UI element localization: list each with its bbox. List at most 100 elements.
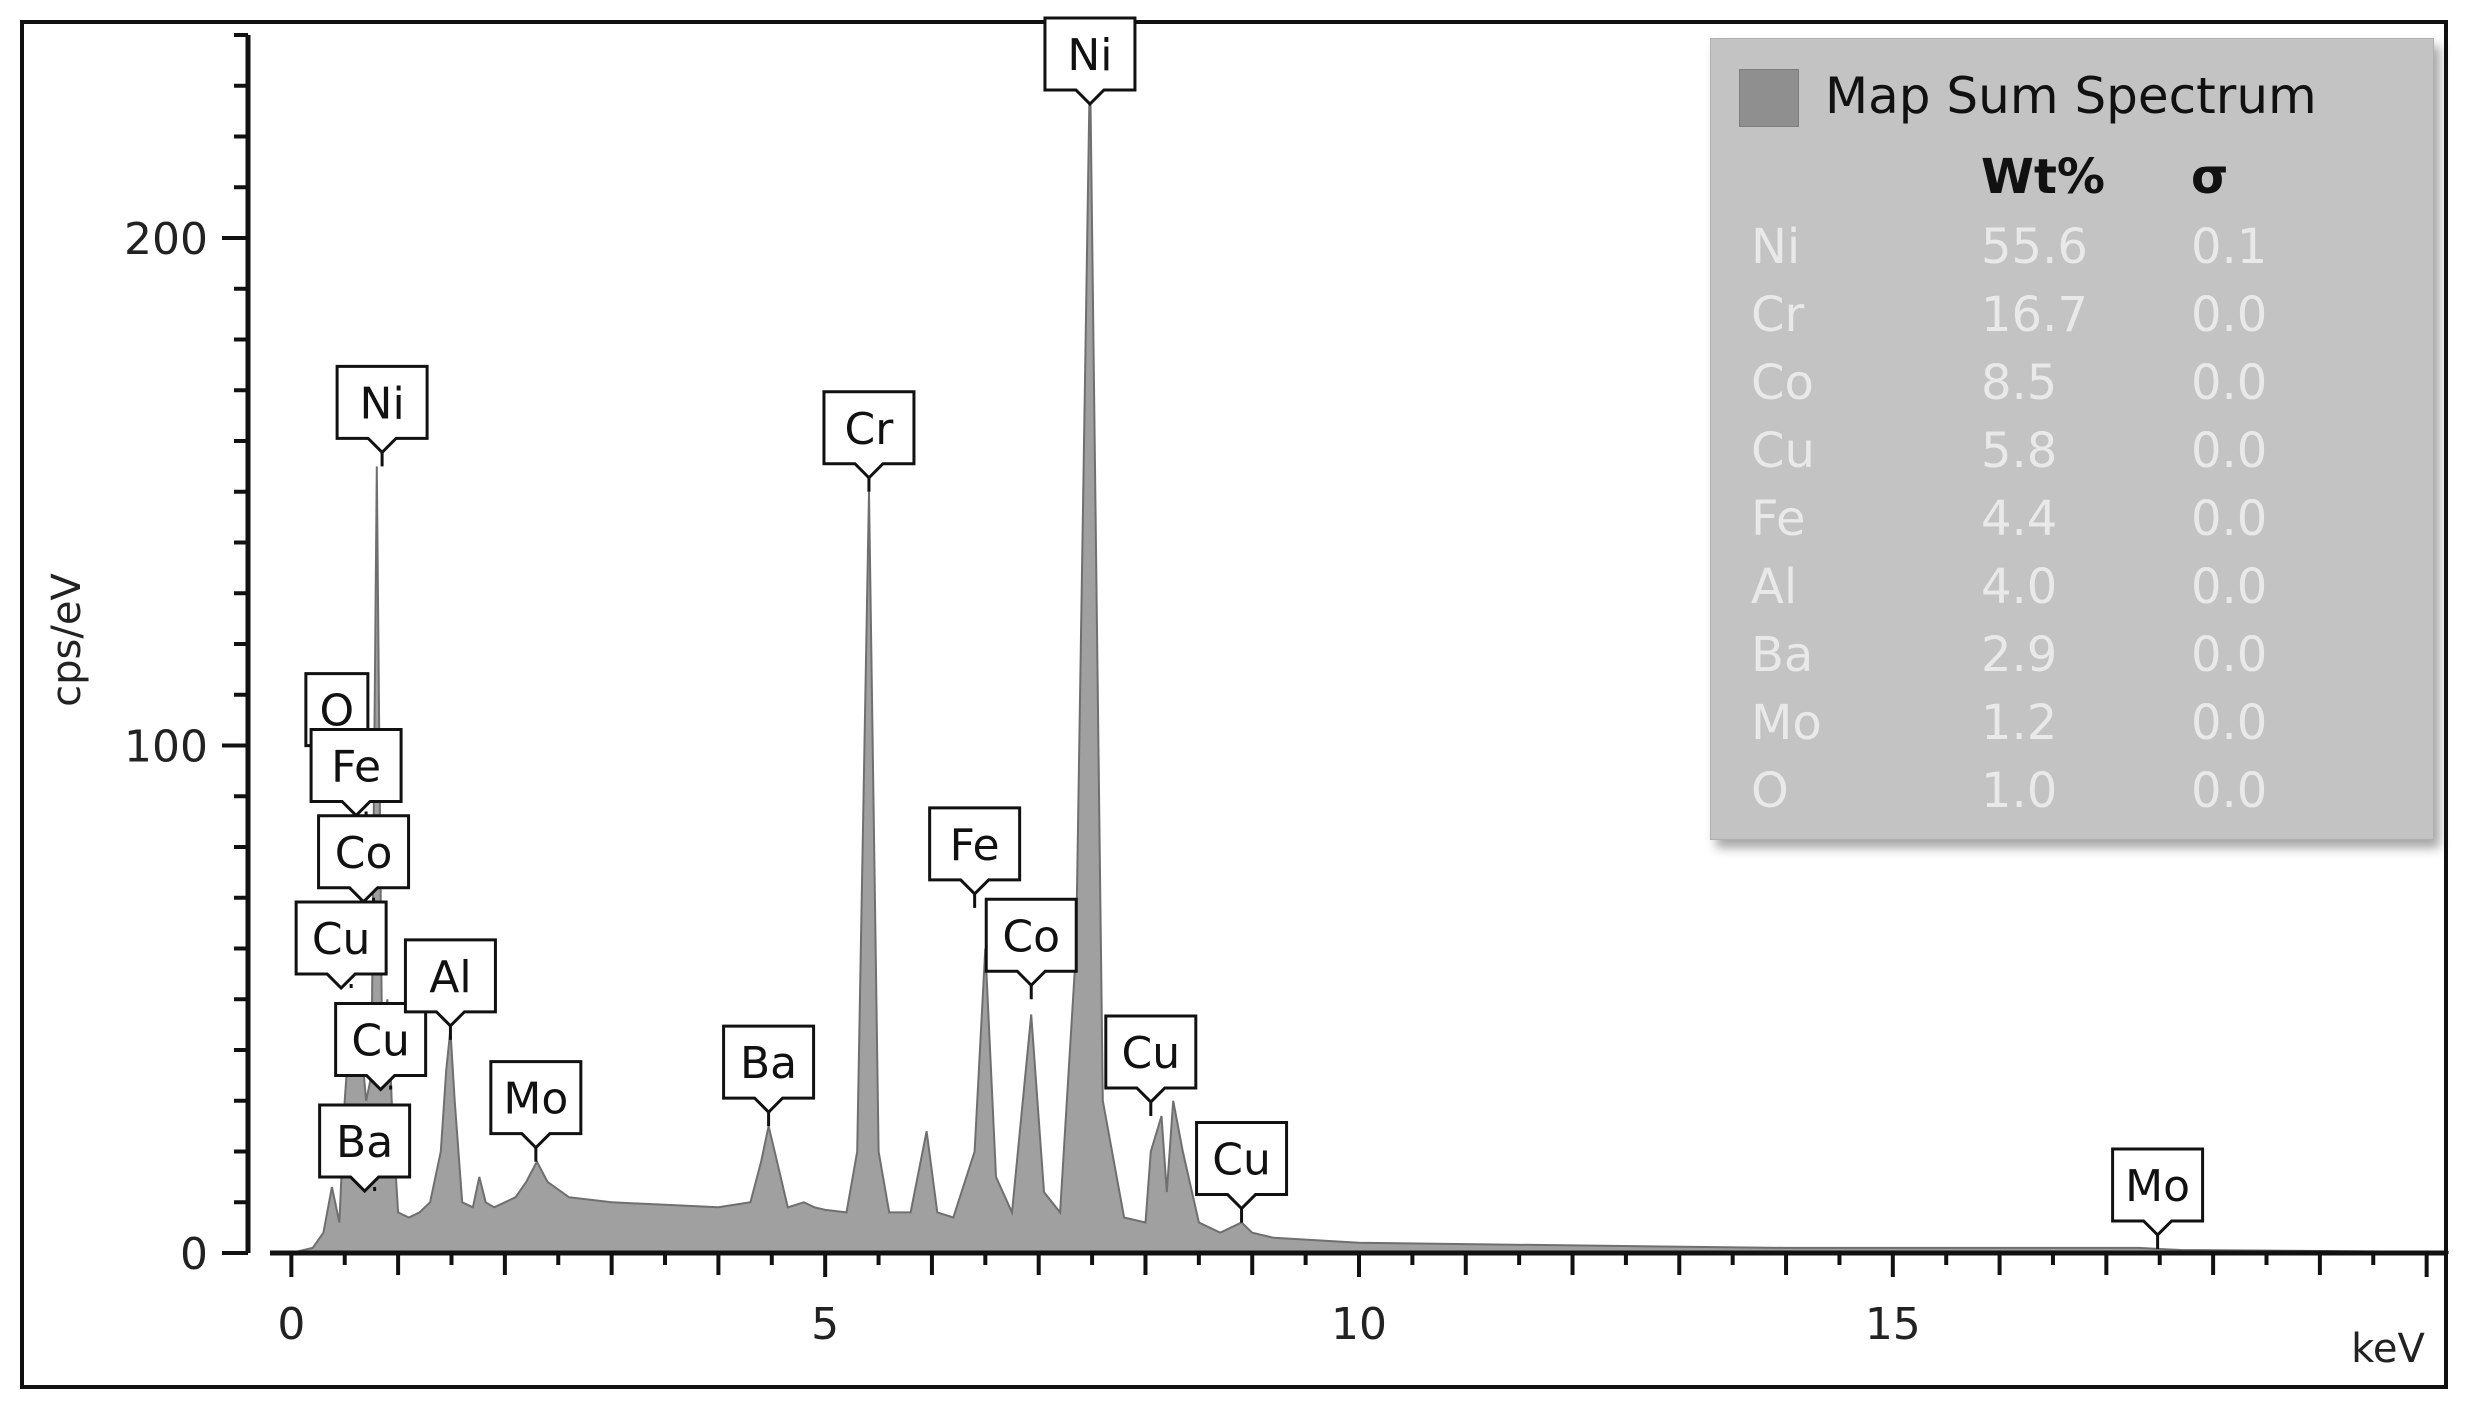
- legend-swatch: [1739, 69, 1799, 127]
- legend-sigma-value: 0.1: [2191, 219, 2268, 275]
- legend-element: Co: [1751, 355, 1814, 411]
- x-tick-label: 15: [1865, 1299, 1921, 1350]
- peak-label-box: [334, 1002, 428, 1092]
- spectrum-area: [291, 60, 2449, 1254]
- legend-element: Cu: [1751, 423, 1815, 479]
- legend-header-sigma: σ: [2191, 149, 2229, 205]
- peak-label: Cu: [1104, 1014, 1198, 1116]
- legend-row: Ni 55.6 0.1: [1711, 219, 2433, 287]
- legend-sigma-value: 0.0: [2191, 695, 2268, 751]
- legend-element: Ni: [1751, 219, 1801, 275]
- legend-wt-value: 16.7: [1981, 287, 2088, 343]
- plot-frame: [20, 20, 2448, 1389]
- legend-wt-value: 1.0: [1981, 763, 2058, 819]
- peak-label-box: [294, 900, 388, 991]
- peak-label: Cr: [822, 390, 916, 492]
- legend-sigma-value: 0.0: [2191, 423, 2268, 479]
- legend-table: Ni 55.6 0.1 Cr 16.7 0.0 Co 8.5 0.0 Cu 5.8 0.0 Fe 4.4 0…: [1711, 219, 2433, 831]
- peak-label-text: Co: [335, 828, 393, 879]
- peak-label-text: Ba: [336, 1117, 393, 1168]
- legend-row: Al 4.0 0.0: [1711, 559, 2433, 627]
- legend-row: O 1.0 0.0: [1711, 763, 2433, 831]
- peak-label: Cu: [1195, 1121, 1289, 1223]
- legend-sigma-value: 0.0: [2191, 763, 2268, 819]
- legend-sigma-value: 0.0: [2191, 627, 2268, 683]
- legend-element: Mo: [1751, 695, 1822, 751]
- peak-label-text: Ni: [360, 378, 405, 429]
- legend-row: Mo 1.2 0.0: [1711, 695, 2433, 763]
- legend-element: Cr: [1751, 287, 1805, 343]
- peak-label: Ni: [1043, 16, 1137, 107]
- legend-element: Fe: [1751, 491, 1806, 547]
- peak-label: Ba: [318, 1103, 412, 1194]
- legend-sigma-value: 0.0: [2191, 287, 2268, 343]
- peak-label-box: [984, 897, 1078, 988]
- legend-wt-value: 5.8: [1981, 423, 2058, 479]
- peak-label: Ni: [335, 364, 429, 467]
- legend-wt-value: 1.2: [1981, 695, 2058, 751]
- x-tick-label: 10: [1331, 1299, 1387, 1350]
- peak-label-text: Al: [429, 952, 471, 1003]
- legend-element: O: [1751, 763, 1789, 819]
- peak-label-box: [1104, 1014, 1198, 1105]
- legend-element: Al: [1751, 559, 1798, 615]
- legend-element: Ba: [1751, 627, 1814, 683]
- legend-row: Ba 2.9 0.0: [1711, 627, 2433, 695]
- peak-label-text: Ba: [740, 1038, 797, 1089]
- peak-label-box: [1195, 1121, 1289, 1211]
- legend-wt-value: 55.6: [1981, 219, 2088, 275]
- peak-label: Mo: [489, 1060, 583, 1162]
- x-tick-label: 5: [811, 1299, 839, 1350]
- y-tick-label: 100: [124, 722, 208, 773]
- legend-row: Fe 4.4 0.0: [1711, 491, 2433, 559]
- peak-label-text: Co: [1002, 911, 1060, 962]
- legend-wt-value: 2.9: [1981, 627, 2058, 683]
- peak-label-box: [403, 938, 497, 1028]
- peak-label-text: Cu: [1122, 1028, 1181, 1079]
- peak-label-text: Cu: [351, 1016, 410, 1067]
- peak-label-box: [722, 1024, 816, 1115]
- peak-label-box: [1043, 16, 1137, 107]
- peak-label-text: Mo: [2125, 1161, 2190, 1212]
- y-axis-title: cps/eV: [44, 573, 90, 707]
- peak-label: Fe: [928, 806, 1022, 908]
- legend-sigma-value: 0.0: [2191, 355, 2268, 411]
- peak-label: Cu: [294, 900, 388, 991]
- peak-label-text: Cu: [1212, 1135, 1271, 1186]
- peak-label: Mo: [2111, 1147, 2205, 1249]
- legend-row: Co 8.5 0.0: [1711, 355, 2433, 423]
- peak-label-text: Cr: [845, 404, 895, 455]
- peak-label-box: [318, 1103, 412, 1194]
- peak-label: Cu: [334, 1002, 428, 1092]
- legend-wt-value: 4.4: [1981, 491, 2058, 547]
- legend-wt-value: 8.5: [1981, 355, 2058, 411]
- peak-label-box: [928, 806, 1022, 897]
- x-axis-title: keV: [2351, 1326, 2425, 1372]
- peak-label-box: [309, 727, 403, 818]
- peak-label-text: Ni: [1067, 30, 1112, 81]
- peak-label-text: Mo: [503, 1074, 568, 1125]
- peak-label-text: Cu: [312, 914, 371, 965]
- legend-header-wt: Wt%: [1981, 149, 2105, 205]
- peak-label-box: [317, 814, 411, 904]
- y-tick-label: 200: [124, 214, 208, 265]
- legend-wt-value: 4.0: [1981, 559, 2058, 615]
- legend-sigma-value: 0.0: [2191, 559, 2268, 615]
- peak-label-box: [2111, 1147, 2205, 1238]
- peak-label-text: Fe: [331, 741, 381, 792]
- peak-label: Al: [403, 938, 497, 1040]
- peak-label: Ba: [722, 1024, 816, 1127]
- peak-label-text: Fe: [950, 820, 1000, 871]
- legend-sigma-value: 0.0: [2191, 491, 2268, 547]
- peak-label: Fe: [309, 727, 403, 818]
- legend-title: Map Sum Spectrum: [1825, 67, 2317, 125]
- peak-label-box: [822, 390, 916, 480]
- legend-panel: Map Sum Spectrum Wt% σ Ni 55.6 0.1 Cr 16.7 0.…: [1710, 38, 2434, 840]
- peak-label-box: [489, 1060, 583, 1150]
- legend-row: Cr 16.7 0.0: [1711, 287, 2433, 355]
- peak-label: Co: [984, 897, 1078, 1000]
- x-tick-label: 0: [277, 1299, 305, 1350]
- peak-label: Co: [317, 814, 411, 904]
